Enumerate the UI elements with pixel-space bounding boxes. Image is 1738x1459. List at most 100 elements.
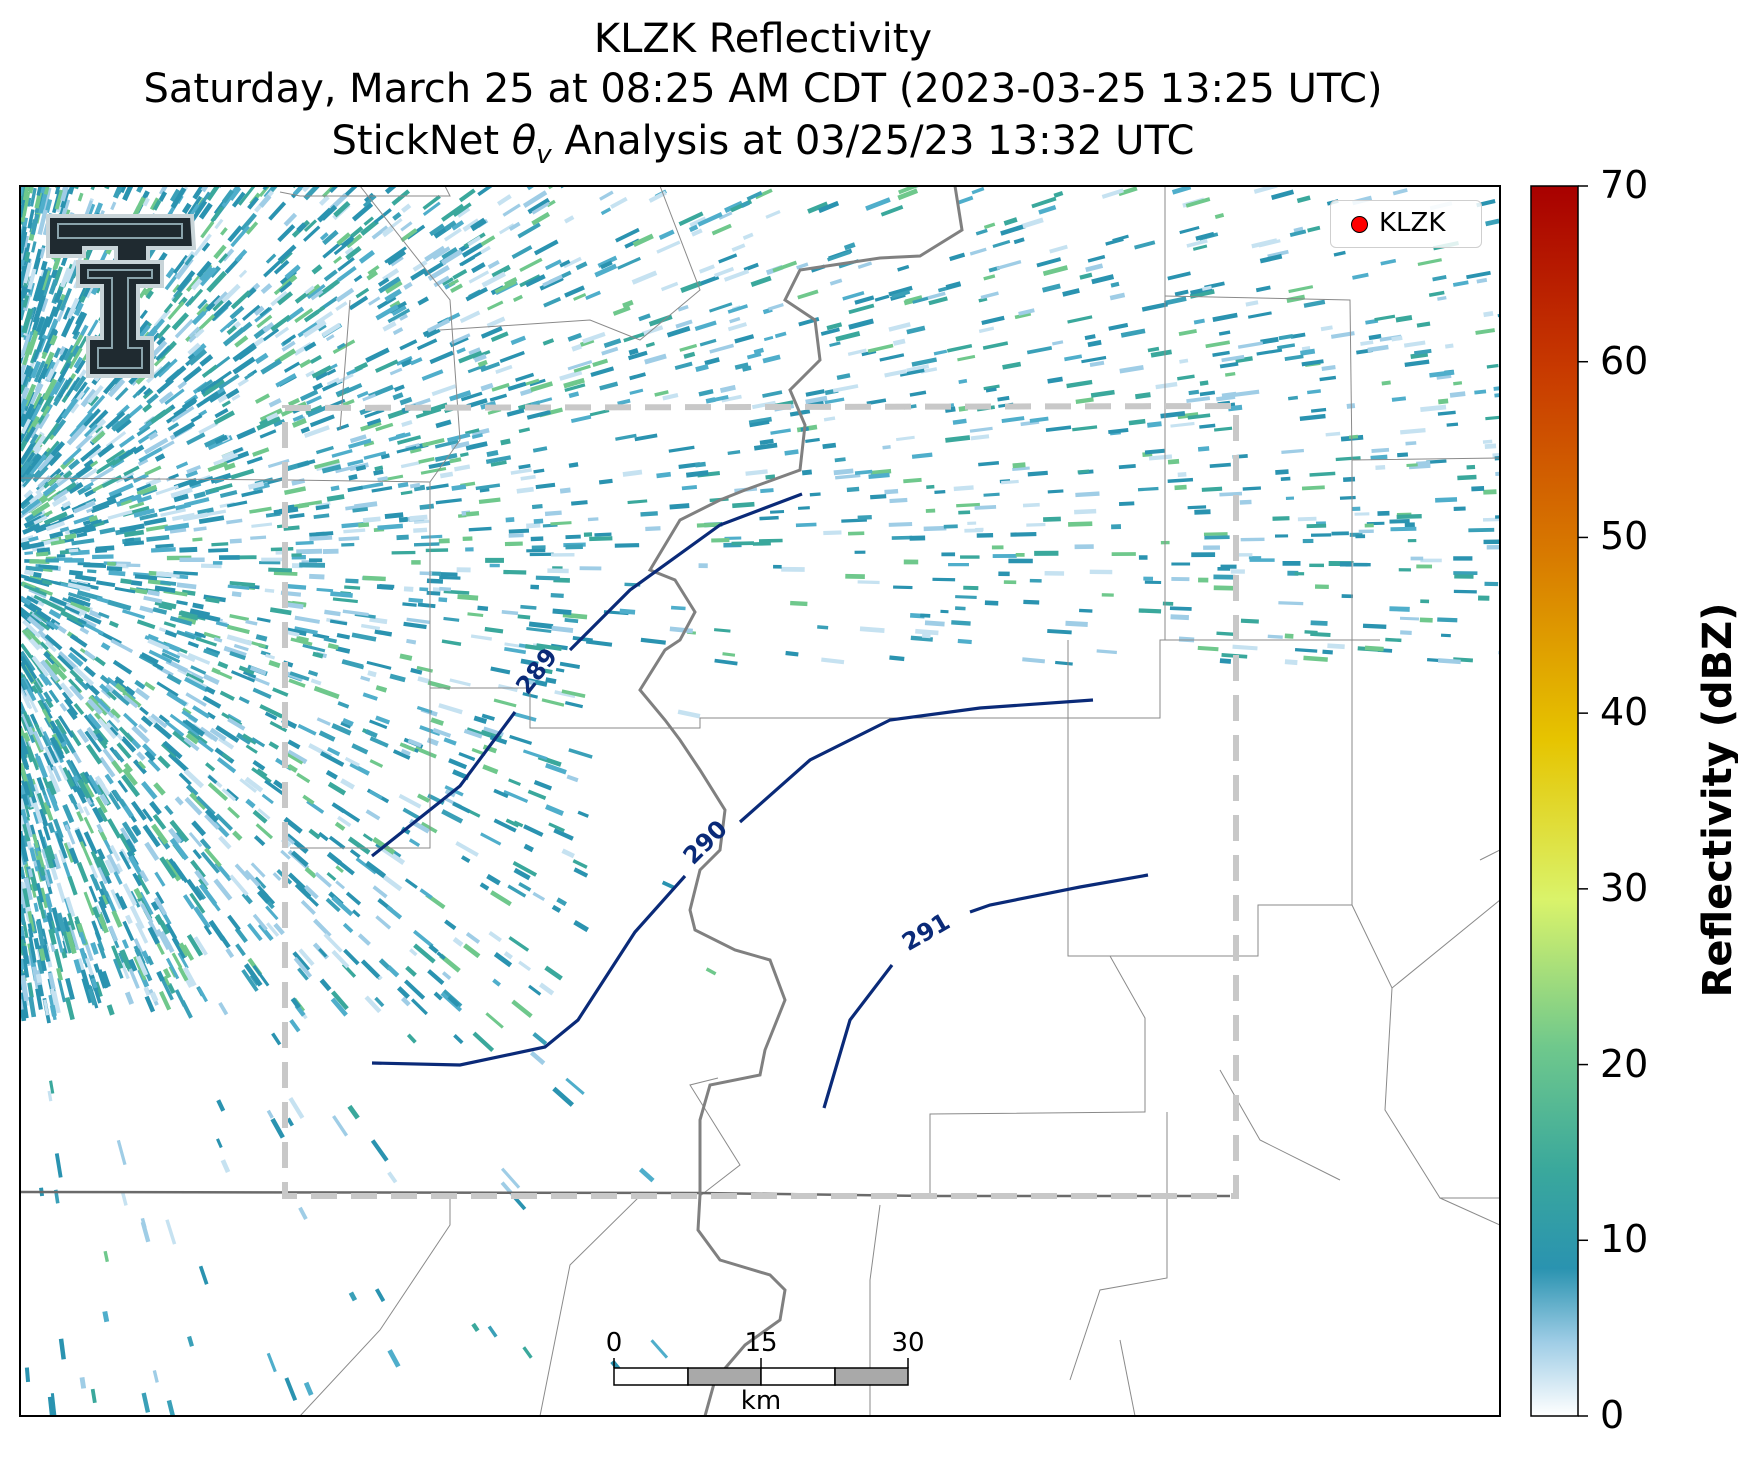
echo-gate bbox=[25, 595, 39, 605]
echo-gate bbox=[296, 548, 323, 555]
echo-gate bbox=[203, 673, 220, 685]
echo-gate bbox=[46, 844, 56, 861]
echo-gate bbox=[533, 518, 544, 524]
echo-gate bbox=[216, 1138, 223, 1149]
echo-gate bbox=[330, 591, 353, 598]
echo-gate bbox=[1306, 389, 1321, 395]
echo-gate bbox=[1091, 274, 1115, 285]
echo-gate bbox=[928, 296, 948, 306]
echo-gate bbox=[100, 642, 111, 651]
echo-gate bbox=[589, 409, 610, 417]
echo-gate bbox=[155, 484, 179, 496]
echo-gate bbox=[362, 516, 381, 523]
echo-gate bbox=[35, 988, 43, 1010]
echo-gate bbox=[376, 295, 397, 310]
echo-gate bbox=[561, 848, 575, 859]
echo-gate bbox=[833, 468, 854, 476]
echo-gate bbox=[490, 666, 511, 675]
echo-gate bbox=[38, 948, 46, 962]
echo-gate bbox=[384, 288, 402, 303]
echo-gate bbox=[206, 270, 227, 293]
echo-gate bbox=[268, 397, 282, 408]
echo-gate bbox=[342, 718, 354, 727]
echo-gate bbox=[102, 1310, 110, 1323]
echo-gate bbox=[83, 891, 96, 916]
echo-gate bbox=[926, 484, 935, 490]
echo-gate bbox=[1284, 659, 1298, 666]
echo-gate bbox=[459, 452, 469, 458]
echo-gate bbox=[42, 378, 58, 401]
echo-gate bbox=[303, 425, 330, 438]
echo-gate bbox=[241, 488, 264, 498]
echo-gate bbox=[1368, 333, 1382, 341]
echo-gate bbox=[115, 471, 135, 484]
echo-gate bbox=[193, 491, 206, 500]
echo-gate bbox=[296, 635, 309, 643]
echo-gate bbox=[1031, 196, 1057, 209]
echo-gate bbox=[465, 287, 488, 302]
echo-gate bbox=[257, 885, 269, 898]
echo-gate bbox=[90, 942, 99, 955]
echo-gate bbox=[270, 314, 291, 332]
echo-gate bbox=[183, 737, 200, 752]
echo-gate bbox=[955, 606, 966, 611]
echo-gate bbox=[535, 482, 556, 490]
echo-gate bbox=[570, 414, 592, 424]
echo-gate bbox=[1267, 634, 1283, 639]
echo-gate bbox=[398, 312, 408, 321]
echo-gate bbox=[92, 806, 104, 824]
echo-gate bbox=[805, 395, 828, 405]
echo-gate bbox=[187, 652, 211, 665]
echo-gate bbox=[64, 533, 77, 541]
echo-gate bbox=[111, 689, 131, 706]
echo-gate bbox=[87, 774, 103, 796]
echo-gate bbox=[509, 734, 533, 746]
echo-gate bbox=[1400, 428, 1426, 435]
echo-gate bbox=[68, 481, 84, 494]
echo-gate bbox=[548, 822, 565, 833]
echo-gate bbox=[392, 327, 404, 336]
echo-gate bbox=[43, 794, 51, 806]
echo-gate bbox=[892, 338, 906, 346]
analysis-domain-box bbox=[282, 402, 1239, 1199]
echo-gate bbox=[594, 532, 612, 537]
echo-gate bbox=[1201, 486, 1223, 492]
echo-gate bbox=[87, 385, 104, 404]
echo-gate bbox=[20, 808, 29, 824]
echo-gate bbox=[422, 402, 449, 415]
echo-gate bbox=[380, 453, 390, 460]
echo-gate bbox=[207, 461, 228, 473]
echo-gate bbox=[921, 633, 931, 639]
echo-gate bbox=[449, 390, 472, 402]
echo-gate bbox=[600, 207, 612, 216]
echo-gate bbox=[54, 186, 61, 195]
echo-gate bbox=[268, 567, 292, 573]
echo-gate bbox=[1148, 454, 1173, 461]
echo-gate bbox=[32, 811, 41, 825]
echo-gate bbox=[396, 435, 422, 445]
echo-gate bbox=[77, 192, 84, 202]
echo-gate bbox=[23, 262, 32, 284]
echo-gate bbox=[43, 801, 54, 821]
echo-gate bbox=[552, 608, 572, 616]
echo-gate bbox=[69, 669, 84, 684]
echo-gate bbox=[709, 302, 733, 313]
echo-gate bbox=[20, 890, 27, 909]
echo-gate bbox=[1466, 464, 1476, 470]
echo-gate bbox=[86, 698, 103, 715]
echo-gate bbox=[204, 808, 219, 823]
echo-gate bbox=[21, 284, 29, 299]
echo-gate bbox=[35, 362, 45, 379]
echo-gate bbox=[879, 353, 905, 362]
echo-gate bbox=[111, 413, 132, 432]
echo-gate bbox=[33, 902, 39, 912]
echo-gate bbox=[268, 741, 280, 750]
echo-gate bbox=[306, 395, 322, 405]
echo-gate bbox=[600, 260, 613, 270]
echo-gate bbox=[122, 186, 134, 201]
scale-tick-30: 30 bbox=[891, 1328, 925, 1358]
echo-gate bbox=[298, 948, 315, 967]
echo-gate bbox=[68, 548, 79, 553]
echo-gate bbox=[362, 393, 377, 402]
echo-gate bbox=[37, 209, 48, 235]
